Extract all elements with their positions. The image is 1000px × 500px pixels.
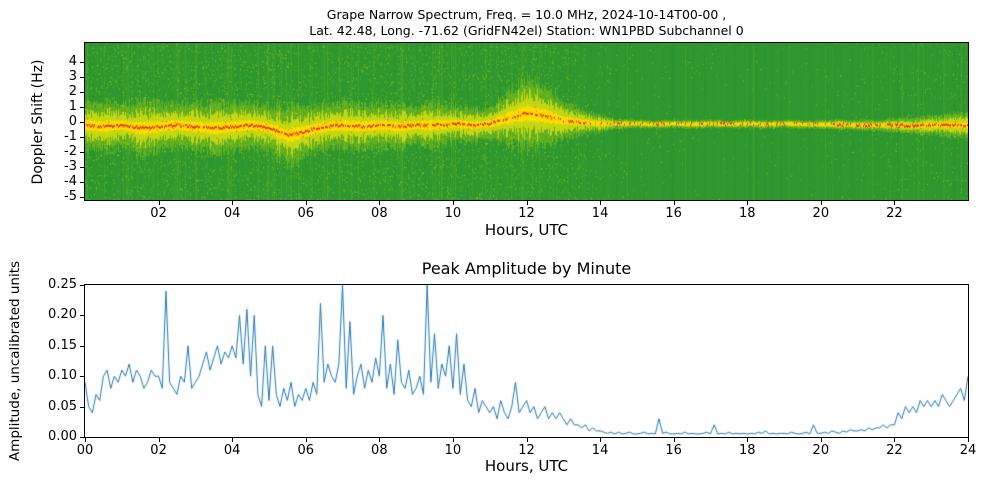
y-tick-label: 0.10 (48, 368, 77, 384)
x-tick-label: 06 (297, 443, 315, 458)
y-tick-label: 0.05 (48, 398, 77, 414)
x-tick-label: 04 (223, 206, 241, 221)
y-tick-mark (80, 152, 84, 154)
x-tick-mark (305, 438, 307, 442)
x-tick-mark (673, 438, 675, 442)
y-tick-label: 3 (68, 69, 77, 85)
x-tick-mark (673, 201, 675, 205)
y-tick-label: 0.00 (48, 429, 77, 444)
x-tick-label: 02 (150, 206, 167, 221)
y-tick-mark (80, 62, 84, 64)
x-tick-mark (820, 201, 822, 205)
x-tick-mark (379, 201, 381, 205)
x-tick-label: 24 (959, 443, 977, 458)
x-tick-mark (452, 438, 454, 442)
x-tick-mark (305, 201, 307, 205)
y-tick-label: -1 (64, 129, 77, 145)
x-tick-mark (747, 438, 749, 442)
x-tick-label: 08 (371, 443, 388, 458)
x-tick-mark (747, 201, 749, 205)
y-tick-label: -3 (64, 159, 77, 175)
y-tick-mark (80, 167, 84, 169)
y-tick-mark (80, 197, 84, 198)
x-tick-mark (894, 438, 896, 442)
x-tick-label: 08 (371, 206, 388, 221)
x-tick-label: 10 (444, 443, 462, 458)
x-tick-label: 02 (150, 443, 167, 458)
x-tick-mark (600, 201, 602, 205)
x-tick-label: 06 (297, 206, 315, 221)
amplitude-x-axis-label: Hours, UTC (484, 457, 569, 475)
amplitude-line-chart (84, 284, 969, 438)
x-tick-label: 14 (591, 206, 609, 221)
x-tick-label: 16 (665, 443, 682, 458)
x-tick-label: 04 (223, 443, 241, 458)
y-tick-mark (80, 285, 84, 286)
spectrogram-title-line1: Grape Narrow Spectrum, Freq. = 10.0 MHz,… (326, 7, 727, 22)
y-tick-label: 0 (68, 114, 77, 130)
y-tick-label: 0.20 (48, 307, 77, 323)
x-tick-label: 20 (812, 206, 830, 221)
x-tick-mark (158, 201, 160, 205)
x-tick-mark (526, 438, 528, 442)
x-tick-mark (526, 201, 528, 205)
y-tick-mark (80, 122, 84, 124)
y-tick-mark (80, 345, 84, 347)
x-tick-label: 20 (812, 443, 830, 458)
spectrogram-title: Grape Narrow Spectrum, Freq. = 10.0 MHz,… (85, 7, 968, 39)
spectrogram-heatmap (84, 42, 969, 201)
x-tick-mark (232, 438, 234, 442)
x-tick-label: 10 (444, 206, 462, 221)
x-tick-mark (968, 438, 969, 442)
x-tick-mark (158, 438, 160, 442)
x-tick-mark (232, 201, 234, 205)
spectrogram-x-axis-label: Hours, UTC (484, 221, 569, 239)
y-tick-mark (80, 406, 84, 408)
y-tick-mark (80, 107, 84, 109)
y-tick-label: 0.15 (48, 337, 77, 353)
x-tick-label: 22 (886, 206, 903, 221)
y-tick-mark (80, 137, 84, 139)
y-tick-mark (80, 315, 84, 317)
x-tick-mark (894, 201, 896, 205)
spectrogram-title-line2: Lat. 42.48, Long. -71.62 (GridFN42el) St… (309, 23, 744, 38)
x-tick-mark (820, 438, 822, 442)
y-tick-label: 2 (68, 84, 77, 100)
x-tick-mark (85, 438, 86, 442)
y-tick-label: -5 (64, 189, 77, 204)
x-tick-label: 12 (518, 206, 535, 221)
x-tick-label: 18 (738, 206, 756, 221)
y-tick-label: 4 (68, 54, 77, 70)
y-tick-label: -2 (64, 144, 77, 160)
amplitude-chart-title: Peak Amplitude by Minute (421, 259, 632, 278)
y-tick-mark (80, 182, 84, 184)
x-tick-label: 12 (518, 443, 535, 458)
x-tick-mark (379, 438, 381, 442)
x-tick-label: 18 (738, 443, 756, 458)
y-tick-label: 1 (68, 99, 77, 115)
y-tick-mark (80, 376, 84, 378)
x-tick-mark (600, 438, 602, 442)
y-tick-mark (80, 437, 84, 438)
x-tick-label: 22 (886, 443, 903, 458)
y-tick-mark (80, 92, 84, 94)
x-tick-mark (452, 201, 454, 205)
y-tick-label: 0.25 (48, 277, 77, 292)
y-tick-label: -4 (64, 174, 77, 190)
x-tick-label: 16 (665, 206, 682, 221)
x-tick-label: 00 (76, 443, 94, 458)
y-tick-mark (80, 77, 84, 79)
x-tick-label: 14 (591, 443, 609, 458)
